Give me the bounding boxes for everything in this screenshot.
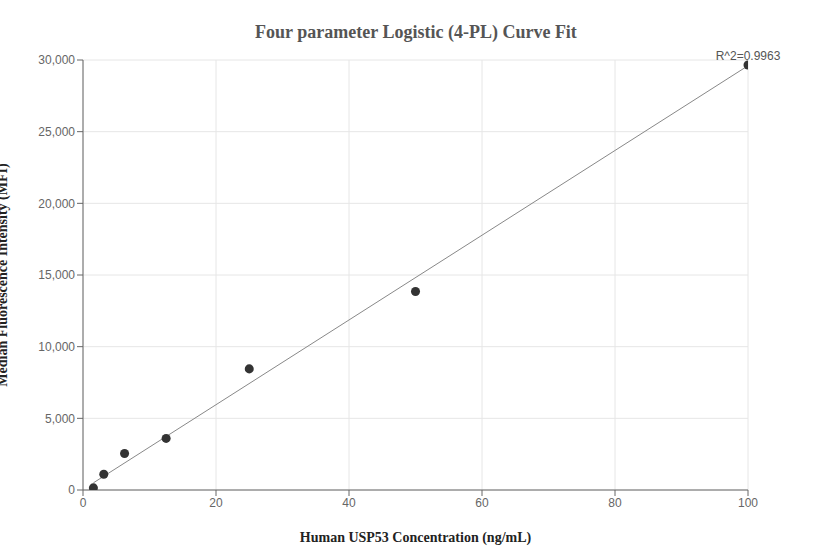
svg-text:R^2=0.9963: R^2=0.9963 [716, 49, 781, 63]
svg-text:Median Fluorescence Intensity: Median Fluorescence Intensity (MFI) [8, 163, 11, 387]
svg-text:25,000: 25,000 [38, 125, 75, 139]
svg-text:20: 20 [209, 496, 223, 510]
svg-text:100: 100 [738, 496, 758, 510]
svg-text:30,000: 30,000 [38, 53, 75, 67]
svg-text:0: 0 [68, 483, 75, 497]
svg-text:15,000: 15,000 [38, 268, 75, 282]
svg-text:20,000: 20,000 [38, 197, 75, 211]
svg-text:80: 80 [608, 496, 622, 510]
svg-text:60: 60 [475, 496, 489, 510]
svg-text:0: 0 [80, 496, 87, 510]
html-text:Four parameter Logistic (4-PL): Four parameter Logistic (4-PL) Curve Fit [255, 22, 577, 42]
svg-text:Human USP53 Concentration (ng/: Human USP53 Concentration (ng/mL) [300, 530, 532, 546]
svg-text:10,000: 10,000 [38, 340, 75, 354]
svg-text:5,000: 5,000 [45, 412, 75, 426]
svg-text:40: 40 [342, 496, 356, 510]
